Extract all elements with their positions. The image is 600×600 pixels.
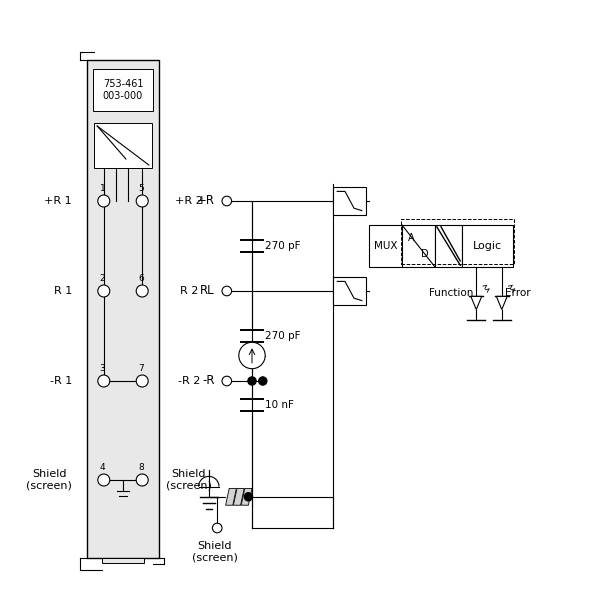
Text: 7: 7 xyxy=(138,364,144,373)
Bar xyxy=(94,123,152,168)
Bar xyxy=(401,219,514,264)
Text: Shield
(screen): Shield (screen) xyxy=(26,469,72,491)
Text: 270 pF: 270 pF xyxy=(265,241,301,251)
Text: +R 2: +R 2 xyxy=(175,196,203,206)
Text: A: A xyxy=(407,233,415,244)
Text: 5: 5 xyxy=(138,184,144,193)
Circle shape xyxy=(98,285,110,297)
Text: -R: -R xyxy=(202,374,215,388)
Bar xyxy=(102,558,144,563)
Circle shape xyxy=(222,376,232,386)
Text: RL: RL xyxy=(200,284,215,298)
Text: 4: 4 xyxy=(100,463,106,472)
Bar xyxy=(93,69,153,111)
Circle shape xyxy=(98,195,110,207)
Text: -R 1: -R 1 xyxy=(50,376,72,386)
Text: Logic: Logic xyxy=(473,241,502,251)
Circle shape xyxy=(212,523,222,533)
Bar xyxy=(333,277,366,305)
Circle shape xyxy=(239,342,265,368)
Text: 3: 3 xyxy=(100,364,106,373)
Text: 2: 2 xyxy=(100,274,106,283)
Text: D: D xyxy=(421,248,428,259)
Text: 753-461
003-000: 753-461 003-000 xyxy=(103,79,143,101)
Circle shape xyxy=(136,375,148,387)
Text: 1: 1 xyxy=(100,184,106,193)
Bar xyxy=(369,225,402,267)
Polygon shape xyxy=(226,488,236,505)
Bar xyxy=(435,225,462,267)
Bar xyxy=(402,225,435,267)
Text: 8: 8 xyxy=(138,463,144,472)
Circle shape xyxy=(136,474,148,486)
Text: 10 nF: 10 nF xyxy=(265,400,294,410)
Bar xyxy=(333,187,366,215)
Text: +R: +R xyxy=(197,194,215,208)
Circle shape xyxy=(222,286,232,296)
Text: Shield
(screen): Shield (screen) xyxy=(166,469,212,491)
Text: MUX: MUX xyxy=(374,241,397,251)
Circle shape xyxy=(98,474,110,486)
Text: +R 1: +R 1 xyxy=(44,196,72,206)
Bar xyxy=(87,60,159,558)
Circle shape xyxy=(136,195,148,207)
Circle shape xyxy=(244,493,253,501)
Text: 6: 6 xyxy=(138,274,144,283)
Circle shape xyxy=(136,285,148,297)
Text: -R 2: -R 2 xyxy=(178,376,200,386)
Text: R 2: R 2 xyxy=(180,286,198,296)
Text: 270 pF: 270 pF xyxy=(265,331,301,341)
Circle shape xyxy=(259,377,267,385)
Circle shape xyxy=(222,196,232,206)
Polygon shape xyxy=(496,296,507,310)
Circle shape xyxy=(248,377,256,385)
Polygon shape xyxy=(233,488,244,505)
Circle shape xyxy=(98,375,110,387)
Bar xyxy=(462,225,513,267)
Polygon shape xyxy=(471,296,482,310)
Text: Shield
(screen): Shield (screen) xyxy=(192,541,238,563)
Text: Error: Error xyxy=(505,289,530,298)
Text: R 1: R 1 xyxy=(54,286,72,296)
Text: Function: Function xyxy=(429,289,473,298)
Polygon shape xyxy=(241,488,252,505)
